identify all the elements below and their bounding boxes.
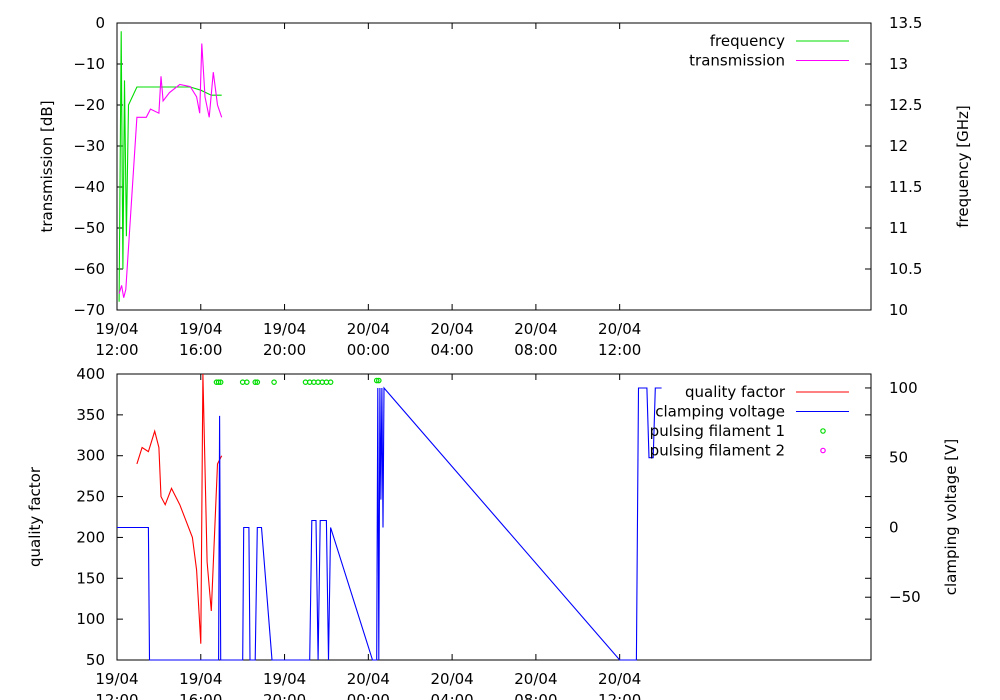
chart-panel-2: 400 350 300 250 200 150 100 50 100 50 0 −50 19/04 12:… [26, 365, 960, 700]
y-tick-label: 50 [86, 651, 105, 669]
y-tick-label: −30 [73, 137, 105, 155]
x-tick-label-time: 20:00 [263, 341, 306, 359]
x-tick-label-time: 12:00 [95, 691, 138, 700]
y2-tick-label: 50 [889, 449, 908, 467]
y2-axis-label: frequency [GHz] [954, 105, 972, 227]
y-tick-label: 250 [76, 488, 105, 506]
legend-label: frequency [710, 32, 785, 50]
x-tick-label-date: 20/04 [598, 320, 641, 338]
legend-label: quality factor [685, 383, 786, 401]
x-tick-label-date: 20/04 [347, 320, 390, 338]
legend-label: transmission [689, 52, 785, 70]
data-point [373, 377, 380, 384]
y2-tick-label: 13.5 [889, 14, 922, 32]
y-tick-label: −50 [73, 219, 105, 237]
y2-tick-label: 10.5 [889, 260, 922, 278]
y2-tick-label: 10 [889, 301, 908, 319]
x-tick-label-time: 12:00 [598, 341, 641, 359]
y-tick-label: −60 [73, 260, 105, 278]
legend-swatch [820, 428, 826, 434]
legend-label: pulsing filament 2 [650, 442, 785, 460]
data-point [252, 379, 259, 385]
y-tick-label: 350 [76, 406, 105, 424]
y2-tick-label: 0 [889, 518, 899, 536]
legend-label: pulsing filament 1 [650, 422, 785, 440]
x-tick-label-time: 16:00 [179, 341, 222, 359]
y-tick-label: 200 [76, 528, 105, 546]
x-tick-label-date: 20/04 [430, 320, 473, 338]
x-tick-label-time: 00:00 [347, 691, 390, 700]
y-tick-label: 300 [76, 447, 105, 465]
y2-tick-label: 11 [889, 219, 908, 237]
y2-axis-label: clamping voltage [V] [942, 439, 960, 595]
y-tick-label: −40 [73, 178, 105, 196]
x-tick-label-date: 19/04 [263, 670, 306, 688]
data-point [244, 379, 250, 385]
x-tick-label-time: 12:00 [95, 341, 138, 359]
y2-tick-label: 12.5 [889, 96, 922, 114]
y-tick-label: −20 [73, 96, 105, 114]
y-tick-label: 100 [76, 610, 105, 628]
y2-tick-label: 13 [889, 55, 908, 73]
data-point [217, 379, 224, 385]
x-tick-label-time: 08:00 [514, 691, 557, 700]
y-tick-label: 0 [95, 14, 105, 32]
x-tick-label-time: 16:00 [179, 691, 222, 700]
y-axis-label: quality factor [26, 466, 44, 567]
x-tick-label-date: 20/04 [514, 320, 557, 338]
x-tick-label-date: 20/04 [430, 670, 473, 688]
data-point [327, 379, 334, 385]
chart-panel-1: 0 −10 −20 −30 −40 −50 −60 −70 13.5 13 12.5 12 11.5 11… [38, 14, 972, 359]
x-tick-label-time: 12:00 [598, 691, 641, 700]
y-tick-label: 400 [76, 365, 105, 383]
x-tick-label-date: 19/04 [263, 320, 306, 338]
x-tick-label-time: 04:00 [430, 341, 473, 359]
x-tick-label-date: 20/04 [347, 670, 390, 688]
series-line-1 [136, 373, 223, 644]
legend-swatch [820, 447, 826, 454]
series-line-1 [118, 31, 222, 302]
x-tick-label-time: 20:00 [263, 691, 306, 700]
y2-tick-label: −50 [889, 588, 921, 606]
x-tick-label-date: 19/04 [179, 670, 222, 688]
plot-frame [116, 373, 872, 661]
series-line-2 [117, 386, 662, 661]
x-tick-label-time: 00:00 [347, 341, 390, 359]
x-tick-label-date: 19/04 [95, 320, 138, 338]
y2-tick-label: 11.5 [889, 178, 922, 196]
y2-tick-label: 12 [889, 137, 908, 155]
y2-tick-label: 100 [889, 379, 918, 397]
series-line-2 [118, 43, 223, 298]
legend-label: clamping voltage [655, 403, 785, 421]
x-tick-label-time: 08:00 [514, 341, 557, 359]
y-tick-label: −10 [73, 55, 105, 73]
x-tick-label-date: 20/04 [598, 670, 641, 688]
x-tick-label-date: 19/04 [179, 320, 222, 338]
y-axis-label: transmission [dB] [38, 100, 56, 232]
x-tick-label-date: 19/04 [95, 670, 138, 688]
data-point [254, 379, 261, 385]
x-tick-label-date: 20/04 [514, 670, 557, 688]
data-point [271, 379, 277, 385]
data-point [376, 377, 382, 384]
x-tick-label-time: 04:00 [430, 691, 473, 700]
plot-frame [116, 22, 872, 311]
y-tick-label: −70 [73, 301, 105, 319]
y-tick-label: 150 [76, 569, 105, 587]
data-point [215, 379, 222, 385]
